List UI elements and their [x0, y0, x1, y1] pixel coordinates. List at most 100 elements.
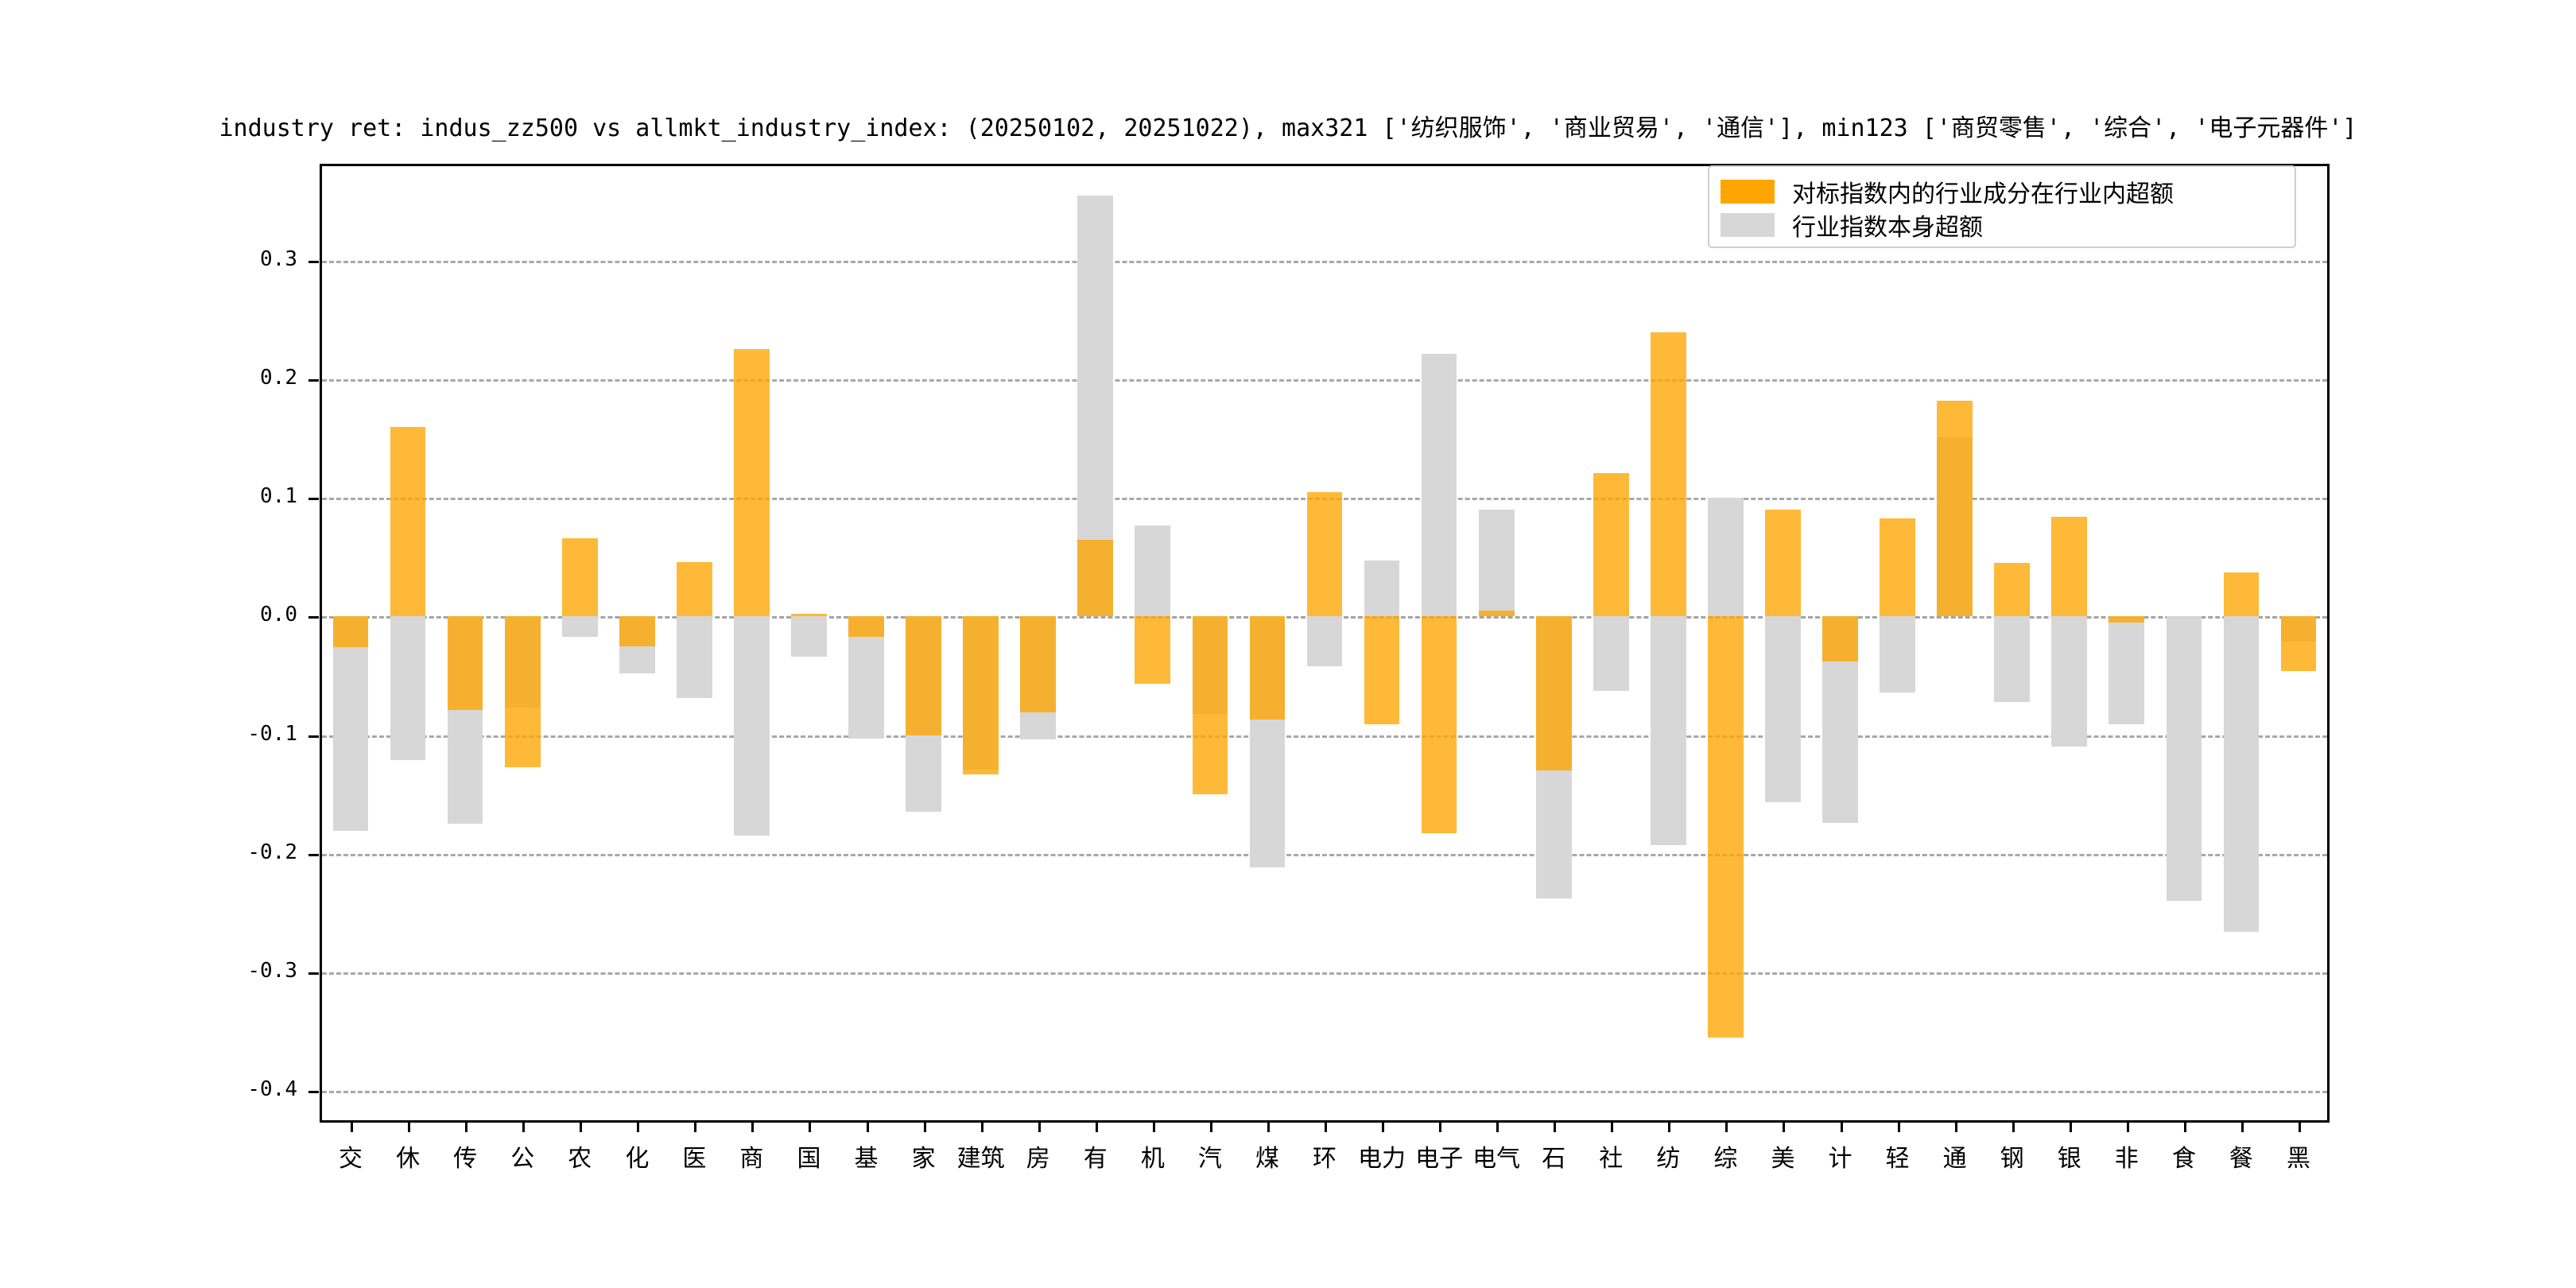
bar-orange-纺 — [1651, 332, 1686, 617]
x-tick-label-综: 综 — [1713, 1145, 1738, 1173]
x-tick-mark-3 — [522, 1122, 526, 1132]
bar-gray-环 — [1306, 616, 1343, 667]
bar-gray-美 — [1765, 616, 1801, 803]
x-tick-mark-21 — [1554, 1122, 1557, 1132]
x-tick-label-轻: 轻 — [1885, 1145, 1910, 1173]
bar-gray-国 — [791, 616, 827, 658]
x-tick-label-家: 家 — [911, 1145, 936, 1173]
bar-gray-机 — [1135, 525, 1171, 617]
bar-orange-公 — [504, 616, 541, 767]
y-tick-mark-1 — [308, 379, 319, 382]
gridline — [322, 853, 2327, 856]
bar-gray-交 — [332, 616, 369, 832]
y-tick-label-3: 0.0 — [260, 603, 297, 627]
bar-gray-轻 — [1880, 616, 1915, 692]
bar-orange-钢 — [1994, 563, 2031, 617]
y-tick-mark-6 — [308, 972, 319, 975]
chart-title: industry ret: indus_zz500 vs allmkt_indu… — [219, 114, 2357, 142]
x-tick-mark-29 — [2012, 1122, 2015, 1132]
y-tick-mark-4 — [308, 735, 319, 738]
bar-orange-计 — [1822, 616, 1858, 662]
x-tick-label-农: 农 — [568, 1145, 592, 1173]
bar-gray-电气 — [1478, 510, 1515, 617]
bar-gray-电子 — [1421, 353, 1457, 617]
bar-orange-房 — [1020, 616, 1057, 713]
y-tick-label-7: -0.4 — [247, 1077, 297, 1101]
x-tick-label-机: 机 — [1140, 1145, 1165, 1173]
y-tick-mark-7 — [308, 1090, 319, 1093]
x-tick-mark-6 — [694, 1122, 697, 1132]
bar-gray-电力 — [1364, 561, 1400, 617]
x-tick-mark-15 — [1209, 1122, 1212, 1132]
y-tick-mark-2 — [308, 498, 319, 501]
bar-orange-非 — [2109, 616, 2145, 623]
y-tick-label-5: -0.2 — [247, 840, 297, 864]
bar-orange-医 — [677, 561, 712, 617]
x-tick-mark-2 — [465, 1122, 468, 1132]
y-tick-label-6: -0.3 — [247, 958, 297, 983]
x-tick-mark-14 — [1152, 1122, 1155, 1132]
gridline — [322, 735, 2327, 738]
x-tick-label-房: 房 — [1026, 1145, 1050, 1173]
x-tick-label-通: 通 — [1942, 1145, 1967, 1173]
x-tick-label-煤: 煤 — [1255, 1145, 1279, 1173]
x-tick-mark-32 — [2183, 1122, 2186, 1132]
y-tick-label-1: 0.2 — [260, 366, 297, 390]
x-tick-mark-22 — [1611, 1122, 1614, 1132]
y-tick-label-0: 0.3 — [260, 247, 297, 272]
x-tick-mark-34 — [2298, 1122, 2301, 1132]
x-tick-mark-12 — [1038, 1122, 1041, 1132]
bar-orange-机 — [1135, 616, 1171, 685]
x-tick-label-建筑: 建筑 — [956, 1145, 1005, 1173]
x-tick-label-环: 环 — [1313, 1145, 1336, 1173]
x-tick-mark-13 — [1095, 1122, 1098, 1132]
x-tick-label-纺: 纺 — [1656, 1145, 1681, 1173]
x-tick-mark-18 — [1382, 1122, 1385, 1132]
bar-orange-黑 — [2280, 616, 2317, 672]
bar-orange-餐 — [2223, 572, 2260, 617]
x-tick-mark-9 — [866, 1122, 869, 1132]
bar-orange-轻 — [1880, 518, 1915, 617]
y-tick-mark-0 — [308, 261, 319, 264]
x-tick-label-基: 基 — [854, 1145, 879, 1173]
y-tick-mark-3 — [308, 616, 319, 619]
x-tick-mark-11 — [980, 1122, 983, 1132]
x-tick-mark-16 — [1267, 1122, 1270, 1132]
bar-orange-汽 — [1192, 616, 1228, 795]
bar-gray-社 — [1593, 616, 1629, 692]
x-tick-mark-27 — [1897, 1122, 1900, 1132]
bar-orange-商 — [734, 348, 770, 617]
x-tick-mark-31 — [2126, 1122, 2129, 1132]
legend-item-0: 对标指数内的行业成分在行业内超额 — [1721, 175, 2283, 208]
bar-orange-综 — [1708, 616, 1744, 1038]
bar-orange-电子 — [1421, 616, 1457, 834]
gridline — [322, 972, 2327, 975]
gridline — [322, 379, 2327, 382]
bar-orange-电气 — [1478, 611, 1515, 617]
bar-orange-煤 — [1249, 616, 1286, 720]
bar-gray-综 — [1708, 498, 1744, 617]
x-tick-label-汽: 汽 — [1197, 1145, 1222, 1173]
x-tick-mark-0 — [351, 1122, 354, 1132]
legend-swatch-orange — [1721, 180, 1775, 204]
x-tick-label-钢: 钢 — [2000, 1145, 2024, 1173]
x-tick-label-石: 石 — [1542, 1145, 1566, 1173]
bar-gray-纺 — [1651, 616, 1686, 846]
bar-orange-基 — [848, 616, 884, 637]
bar-gray-休 — [390, 616, 426, 760]
x-tick-mark-24 — [1725, 1122, 1728, 1132]
x-tick-label-休: 休 — [396, 1145, 421, 1173]
x-tick-label-国: 国 — [797, 1145, 821, 1173]
gridline — [322, 261, 2327, 264]
x-tick-mark-8 — [809, 1122, 812, 1132]
x-tick-mark-23 — [1668, 1122, 1671, 1132]
x-tick-label-有: 有 — [1083, 1145, 1108, 1173]
x-tick-mark-20 — [1496, 1122, 1499, 1132]
x-tick-mark-5 — [637, 1122, 640, 1132]
bar-gray-农 — [561, 616, 598, 637]
x-tick-mark-1 — [408, 1122, 411, 1132]
x-tick-label-交: 交 — [339, 1145, 363, 1173]
x-tick-mark-10 — [923, 1122, 926, 1132]
x-tick-label-化: 化 — [625, 1145, 650, 1173]
